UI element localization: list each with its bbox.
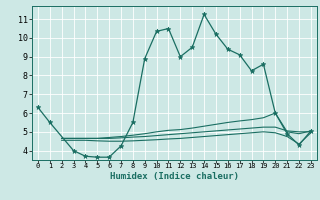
X-axis label: Humidex (Indice chaleur): Humidex (Indice chaleur): [110, 172, 239, 181]
